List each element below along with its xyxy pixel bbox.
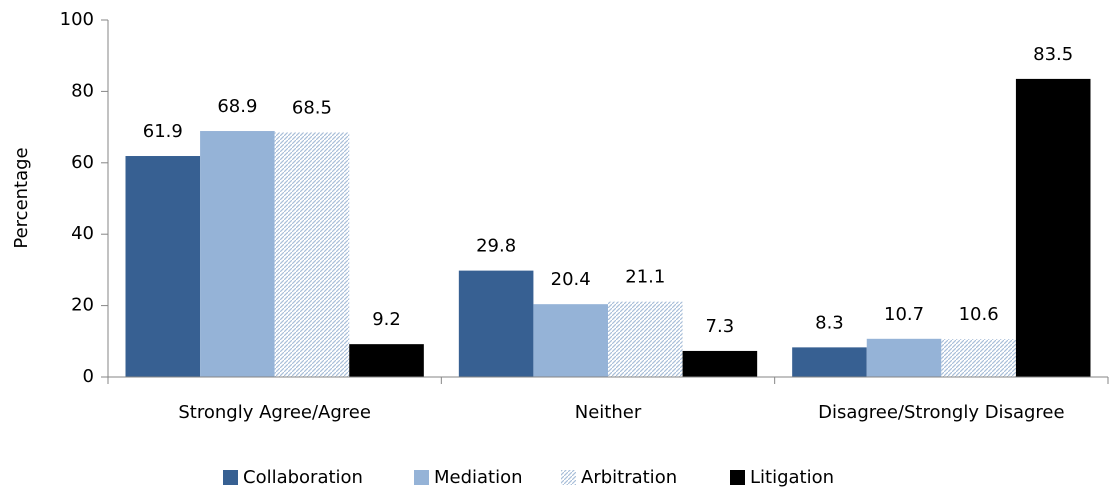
legend-swatch — [223, 470, 238, 485]
bar — [1015, 78, 1091, 377]
legend-swatch — [730, 470, 745, 485]
value-label: 20.4 — [551, 269, 591, 290]
y-tick-label: 20 — [71, 295, 94, 316]
value-label: 10.6 — [959, 304, 999, 325]
legend-label: Arbitration — [581, 467, 677, 488]
bar — [274, 132, 350, 377]
bar — [200, 131, 275, 377]
bar — [533, 304, 608, 377]
y-axis-label: Percentage — [11, 147, 32, 248]
x-tick-label: Neither — [575, 402, 642, 423]
value-label: 68.9 — [217, 96, 257, 117]
value-label: 8.3 — [815, 312, 844, 333]
y-tick-label: 40 — [71, 223, 94, 244]
value-label: 83.5 — [1033, 44, 1073, 65]
bar — [608, 301, 683, 377]
legend-swatch — [561, 470, 576, 485]
bar — [125, 156, 201, 377]
bar — [682, 350, 758, 377]
x-tick-label: Disagree/Strongly Disagree — [818, 402, 1064, 423]
value-label: 9.2 — [372, 309, 401, 330]
y-tick-label: 80 — [71, 80, 94, 101]
legend-swatch — [414, 470, 429, 485]
value-label: 61.9 — [143, 121, 183, 142]
y-tick-label: 0 — [83, 366, 94, 387]
bar — [458, 270, 534, 377]
bar — [349, 344, 424, 377]
bar — [941, 339, 1016, 377]
legend-label: Collaboration — [243, 467, 363, 488]
value-label: 21.1 — [625, 267, 665, 288]
value-label: 68.5 — [292, 97, 332, 118]
legend-label: Litigation — [750, 467, 834, 488]
bar — [792, 347, 867, 377]
value-label: 7.3 — [706, 316, 735, 337]
bar — [866, 338, 942, 377]
y-tick-label: 60 — [71, 152, 94, 173]
value-label: 29.8 — [476, 236, 516, 257]
y-tick-label: 100 — [60, 9, 94, 30]
x-tick-label: Strongly Agree/Agree — [178, 402, 371, 423]
legend-label: Mediation — [434, 467, 523, 488]
value-label: 10.7 — [884, 304, 924, 325]
